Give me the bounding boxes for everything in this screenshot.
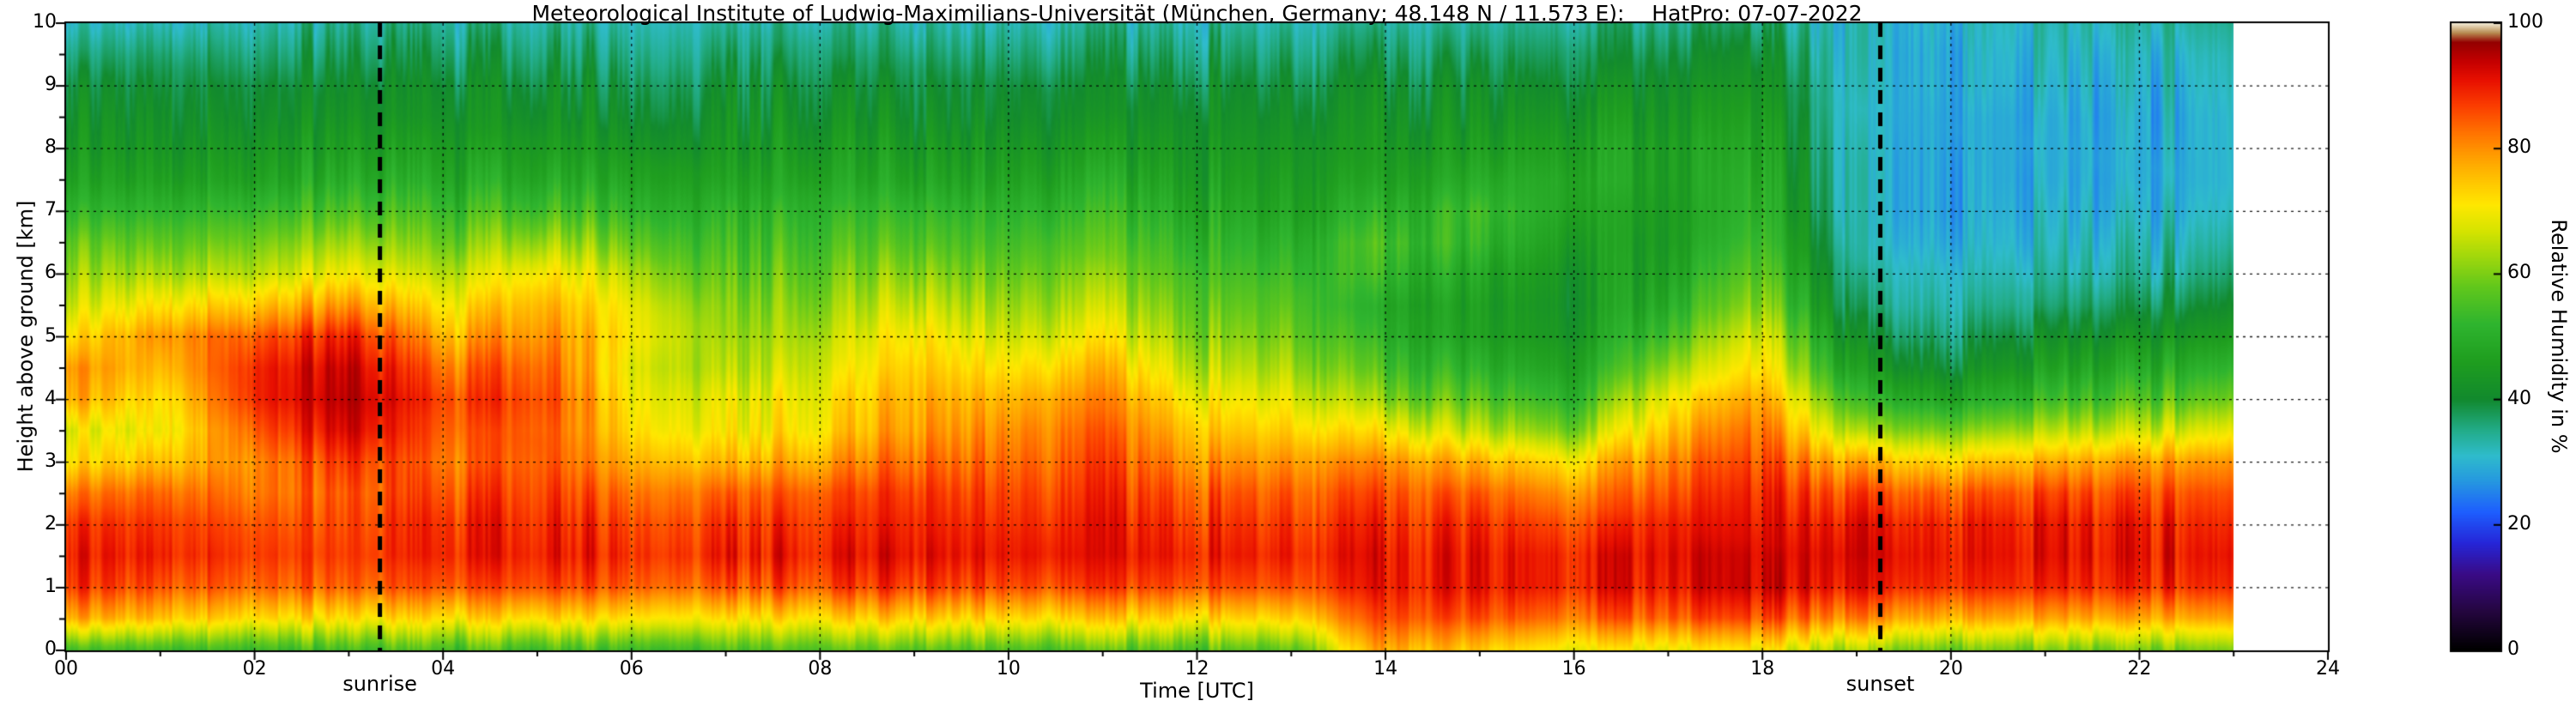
y-tick-label: 5 <box>45 324 57 347</box>
colorbar-tick-label: 80 <box>2507 136 2531 159</box>
colorbar-label: Relative Humidity in % <box>2547 219 2572 454</box>
x-tick-label: 06 <box>619 658 644 680</box>
chart-title: Meteorological Institute of Ludwig-Maxim… <box>531 1 1863 26</box>
x-tick-label: 08 <box>808 658 833 680</box>
colorbar-tick-label: 40 <box>2507 387 2531 409</box>
x-tick-label: 02 <box>242 658 267 680</box>
y-tick-label: 2 <box>45 512 57 535</box>
x-tick-label: 18 <box>1750 658 1775 680</box>
x-tick-label: 00 <box>54 658 78 680</box>
colorbar-tick-label: 20 <box>2507 512 2531 535</box>
x-tick-label: 22 <box>2127 658 2152 680</box>
y-tick-label: 8 <box>45 136 57 159</box>
y-tick-label: 9 <box>45 74 57 96</box>
x-tick-label: 16 <box>1561 658 1586 680</box>
x-tick-label: 04 <box>431 658 456 680</box>
x-tick-label: 20 <box>1938 658 1963 680</box>
x-tick-label: 12 <box>1185 658 1209 680</box>
y-tick-label: 4 <box>45 387 57 409</box>
y-tick-label: 1 <box>45 575 57 597</box>
y-tick-label: 0 <box>45 638 57 660</box>
x-tick-label: 24 <box>2316 658 2340 680</box>
colorbar-tick-label: 60 <box>2507 262 2531 284</box>
annotation-label-sunset: sunset <box>1846 672 1915 696</box>
y-tick-label: 6 <box>45 262 57 284</box>
x-tick-label: 14 <box>1373 658 1398 680</box>
x-axis-label: Time [UTC] <box>1140 679 1254 703</box>
y-tick-label: 10 <box>33 11 57 33</box>
y-tick-label: 3 <box>45 450 57 472</box>
colorbar-tick-label: 0 <box>2507 638 2519 660</box>
x-tick-label: 10 <box>996 658 1021 680</box>
y-tick-label: 7 <box>45 199 57 221</box>
annotation-label-sunrise: sunrise <box>342 672 417 696</box>
colorbar-tick-label: 100 <box>2507 11 2543 33</box>
